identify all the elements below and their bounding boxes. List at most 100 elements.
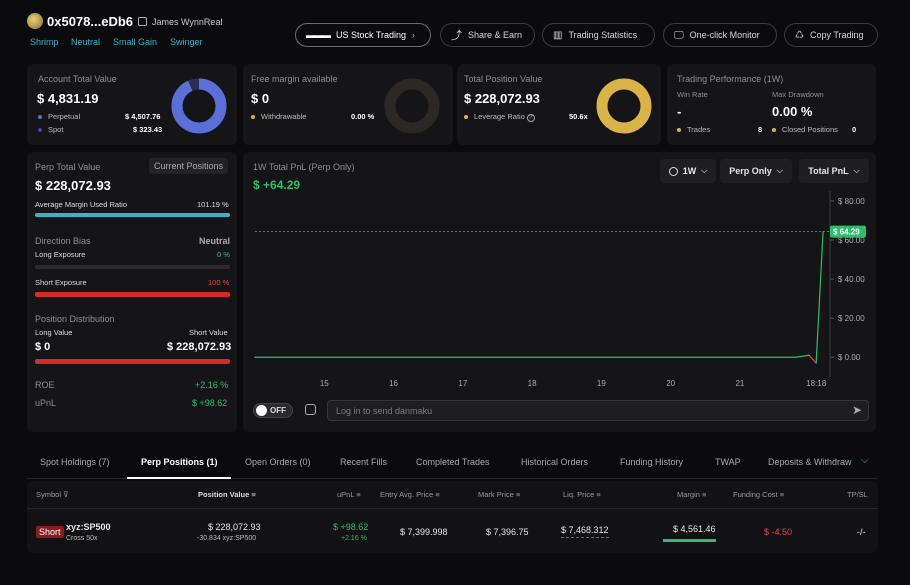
pnl-line-segment — [808, 354, 817, 364]
active-tab-indicator — [127, 477, 231, 479]
chart-icon: ▥ — [553, 29, 563, 41]
pnl-point — [794, 356, 796, 358]
positions-table — [27, 481, 878, 553]
col-margin[interactable]: Margin ≡ — [677, 490, 707, 499]
pnl-line-segment — [795, 354, 810, 358]
account-total-card: Account Total Value $ 4,831.19 Perpetual… — [27, 64, 237, 145]
chevron-down-icon: ⌵ — [701, 166, 708, 175]
col-symbol[interactable]: Symbol ⊽ — [36, 490, 69, 499]
free-margin-card: Free margin available $ 0 Withdrawable 0… — [243, 64, 453, 145]
perp-total-panel: Perp Total Value Current Positions $ 228… — [27, 152, 237, 432]
tab-spot-holdings[interactable]: Spot Holdings (7) — [40, 457, 110, 467]
sort-icon: ≡ — [702, 490, 707, 499]
settings-icon[interactable] — [305, 404, 316, 415]
tab-open-orders[interactable]: Open Orders (0) — [245, 457, 311, 467]
tag-swinger: Swinger — [170, 37, 203, 47]
x-tick-label: 16 — [389, 379, 398, 388]
sort-icon: ≡ — [435, 490, 440, 499]
y-tick-label: $ 0.00 — [838, 353, 861, 362]
pnl-point — [822, 231, 824, 233]
copy-trading-icon: ♺ — [795, 29, 804, 41]
us-stock-trading-button[interactable]: ▬▬▬ US Stock Trading › — [295, 23, 431, 47]
pnl-title: 1W Total PnL (Perp Only) — [253, 162, 355, 172]
perp-total-value: $ 228,072.93 — [35, 178, 111, 193]
sort-icon: ≡ — [356, 490, 361, 499]
pnl-line-chart: $ 80.00 $ 60.00 $ 40.00 $ 20.00 $ 0.00 15 16 17… — [254, 191, 866, 388]
free-margin-value: $ 0 — [251, 91, 270, 106]
y-tick-label: $ 60.00 — [838, 236, 865, 245]
tag-small-gain: Small Gain — [113, 37, 158, 47]
info-icon[interactable]: ? — [526, 114, 535, 122]
send-icon[interactable]: ➤ — [851, 403, 862, 417]
position-size: -30.834 xyz:SP500 — [197, 535, 257, 542]
period-select[interactable]: 1W ⌵ — [660, 159, 716, 183]
entry-price: $ 7,399.998 — [400, 527, 448, 537]
tab-perp-positions[interactable]: Perp Positions (1) — [141, 457, 218, 467]
total-position-card: Total Position Value $ 228,072.93 Levera… — [457, 64, 661, 145]
tpsl[interactable]: -/- — [857, 527, 866, 537]
col-upnl[interactable]: uPnL ≡ — [337, 490, 361, 499]
symbol[interactable]: xyz:SP500 — [66, 522, 111, 532]
pnl-line-segment — [815, 231, 824, 364]
danmaku-input[interactable]: Log in to send danmaku ➤ — [327, 400, 869, 421]
col-entry-price[interactable]: Entry Avg. Price ≡ — [380, 490, 440, 499]
trading-statistics-button[interactable]: ▥ Trading Statistics — [542, 23, 655, 47]
pnl-value: $ +64.29 — [253, 178, 301, 192]
chevron-down-icon: ⌵ — [776, 166, 783, 175]
col-funding-cost[interactable]: Funding Cost ≡ — [733, 490, 785, 499]
x-tick-label: 17 — [458, 379, 467, 388]
long-exposure-bar — [35, 265, 230, 269]
tag-neutral: Neutral — [71, 37, 101, 47]
x-tick-label: 18 — [528, 379, 537, 388]
current-value-label: $ 64.29 — [833, 228, 860, 237]
account-donut-chart — [171, 78, 227, 134]
total-pnl-select[interactable]: Total PnL ⌵ — [799, 159, 869, 183]
tab-deposits-withdraw[interactable]: Deposits & Withdraw — [768, 457, 852, 467]
x-tick-label: 18:18 — [806, 379, 827, 388]
tab-twap[interactable]: TWAP — [715, 457, 741, 467]
col-mark-price[interactable]: Mark Price ≡ — [478, 490, 521, 499]
monitor-icon: 🖵 — [674, 29, 684, 41]
y-tick-label: $ 20.00 — [838, 314, 865, 323]
tab-completed-trades[interactable]: Completed Trades — [416, 457, 490, 467]
chevron-down-icon: ⌵ — [853, 166, 860, 175]
funding-cost: $ -4.50 — [764, 527, 793, 537]
tab-recent-fills[interactable]: Recent Fills — [340, 457, 388, 467]
tabs-chevron-down-icon[interactable]: ⌵ — [861, 455, 869, 466]
margin-mode: Cross 50x — [66, 535, 98, 542]
share-earn-button[interactable]: ⤴ Share & Earn — [440, 23, 535, 47]
wallet-address: 0x5078...eDb6 — [47, 14, 134, 29]
one-click-monitor-button[interactable]: 🖵 One-click Monitor — [663, 23, 777, 47]
logo-icon: ▬▬▬ — [306, 30, 331, 40]
col-tpsl: TP/SL — [847, 490, 868, 499]
sort-icon: ≡ — [779, 490, 785, 499]
share-icon: ⤴ — [451, 30, 462, 42]
position-value: $ 228,072.93 — [208, 522, 261, 532]
position-donut-chart — [596, 78, 652, 134]
margin-value: $ 4,561.46 — [673, 524, 716, 534]
total-position-value: $ 228,072.93 — [464, 91, 540, 106]
x-tick-label: 21 — [735, 379, 744, 388]
avg-margin-bar — [35, 213, 230, 217]
copy-trading-button[interactable]: ♺ Copy Trading — [784, 23, 878, 47]
sort-icon: ≡ — [596, 490, 601, 499]
sort-icon: ≡ — [515, 490, 521, 499]
col-liq-price[interactable]: Liq. Price ≡ — [563, 490, 601, 499]
perpetual-share-arc — [171, 78, 227, 134]
account-total-value: $ 4,831.19 — [37, 91, 99, 106]
col-position-value[interactable]: Position Value ≡ — [198, 490, 256, 499]
current-value-badge — [830, 225, 866, 238]
copy-icon[interactable] — [138, 17, 147, 26]
tab-funding-history[interactable]: Funding History — [620, 457, 684, 467]
margin-bar — [663, 539, 716, 542]
clock-icon — [668, 166, 678, 176]
pnl-point — [808, 354, 810, 356]
perp-only-select[interactable]: Perp Only ⌵ — [720, 159, 792, 183]
upnl-percent: +2.16 % — [341, 535, 367, 542]
y-tick-label: $ 40.00 — [838, 275, 865, 284]
current-positions-button[interactable]: Current Positions — [149, 158, 229, 174]
danmaku-toggle[interactable]: OFF — [253, 403, 293, 418]
position-distribution-bar — [35, 359, 230, 364]
tab-historical-orders[interactable]: Historical Orders — [521, 457, 589, 467]
short-exposure-bar — [35, 292, 230, 297]
